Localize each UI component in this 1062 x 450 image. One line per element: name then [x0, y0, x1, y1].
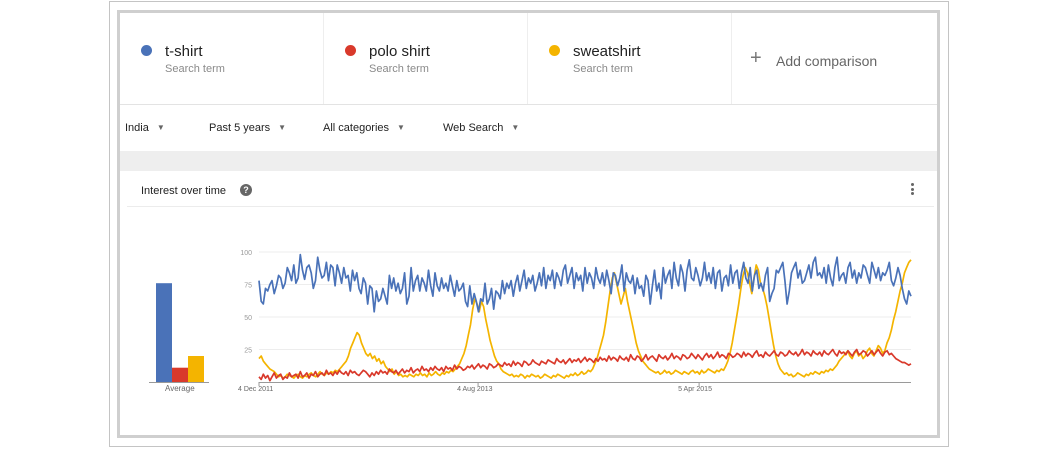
term-name: t-shirt	[165, 43, 203, 60]
filter-time-dropdown[interactable]: Past 5 years ▼	[209, 122, 286, 134]
term-color-dot	[141, 45, 152, 56]
term-card-sweatshirt[interactable]: sweatshirt Search term	[528, 13, 732, 104]
caret-down-icon: ▼	[278, 123, 287, 132]
x-tick-label: 4 Dec 2011	[238, 386, 273, 393]
interest-over-time-panel: Interest over time ? Average 25 50 75 100 4 …	[127, 172, 934, 434]
term-card-t-shirt[interactable]: t-shirt Search term	[120, 13, 324, 104]
filter-label: Past 5 years	[209, 122, 271, 134]
filter-label: All categories	[323, 122, 390, 134]
average-label: Average	[165, 384, 195, 393]
add-comparison-label: Add comparison	[776, 53, 878, 69]
y-tick-label: 50	[244, 315, 252, 322]
term-type-label: Search term	[573, 63, 633, 75]
filter-label: Web Search	[443, 122, 504, 134]
average-bar-sweatshirt	[188, 356, 204, 382]
y-tick-label: 25	[244, 348, 252, 355]
series-line-t-shirt[interactable]	[258, 253, 912, 313]
interest-line-chart: 25 50 75 100 4 Dec 2011 4 Aug 2013 5 Apr 2015	[238, 250, 912, 393]
caret-down-icon: ▼	[511, 123, 520, 132]
x-tick-label: 4 Aug 2013	[457, 386, 493, 393]
average-bar-t-shirt	[156, 283, 172, 382]
help-icon[interactable]: ?	[240, 184, 252, 196]
y-tick-label: 100	[240, 250, 252, 257]
term-name: sweatshirt	[573, 43, 641, 60]
term-color-dot	[549, 45, 560, 56]
term-type-label: Search term	[369, 63, 429, 75]
panel-header: Interest over time ?	[127, 172, 934, 207]
average-bar-polo-shirt	[172, 367, 188, 382]
filter-search-type-dropdown[interactable]: Web Search ▼	[443, 122, 519, 134]
average-bar-chart	[149, 283, 209, 383]
search-terms-bar: t-shirt Search term polo shirt Search te…	[120, 13, 937, 104]
filter-category-dropdown[interactable]: All categories ▼	[323, 122, 405, 134]
filter-region-dropdown[interactable]: India ▼	[125, 122, 165, 134]
term-name: polo shirt	[369, 43, 430, 60]
section-divider	[120, 151, 937, 171]
filters-bar: India ▼ Past 5 years ▼ All categories ▼ Web…	[120, 104, 937, 152]
term-card-polo-shirt[interactable]: polo shirt Search term	[324, 13, 528, 104]
caret-down-icon: ▼	[397, 123, 405, 132]
plus-icon: +	[750, 47, 762, 69]
y-tick-label: 75	[244, 283, 252, 290]
term-color-dot	[345, 45, 356, 56]
caret-down-icon: ▼	[156, 123, 165, 132]
filter-label: India	[125, 122, 149, 134]
series-line-polo-shirt[interactable]	[258, 348, 912, 382]
x-tick-label: 5 Apr 2015	[678, 386, 712, 393]
series-line-sweatshirt[interactable]	[258, 259, 912, 379]
term-type-label: Search term	[165, 63, 225, 75]
panel-title: Interest over time	[141, 185, 226, 197]
more-vert-icon[interactable]	[911, 183, 915, 197]
add-comparison-button[interactable]: + Add comparison	[732, 13, 937, 104]
